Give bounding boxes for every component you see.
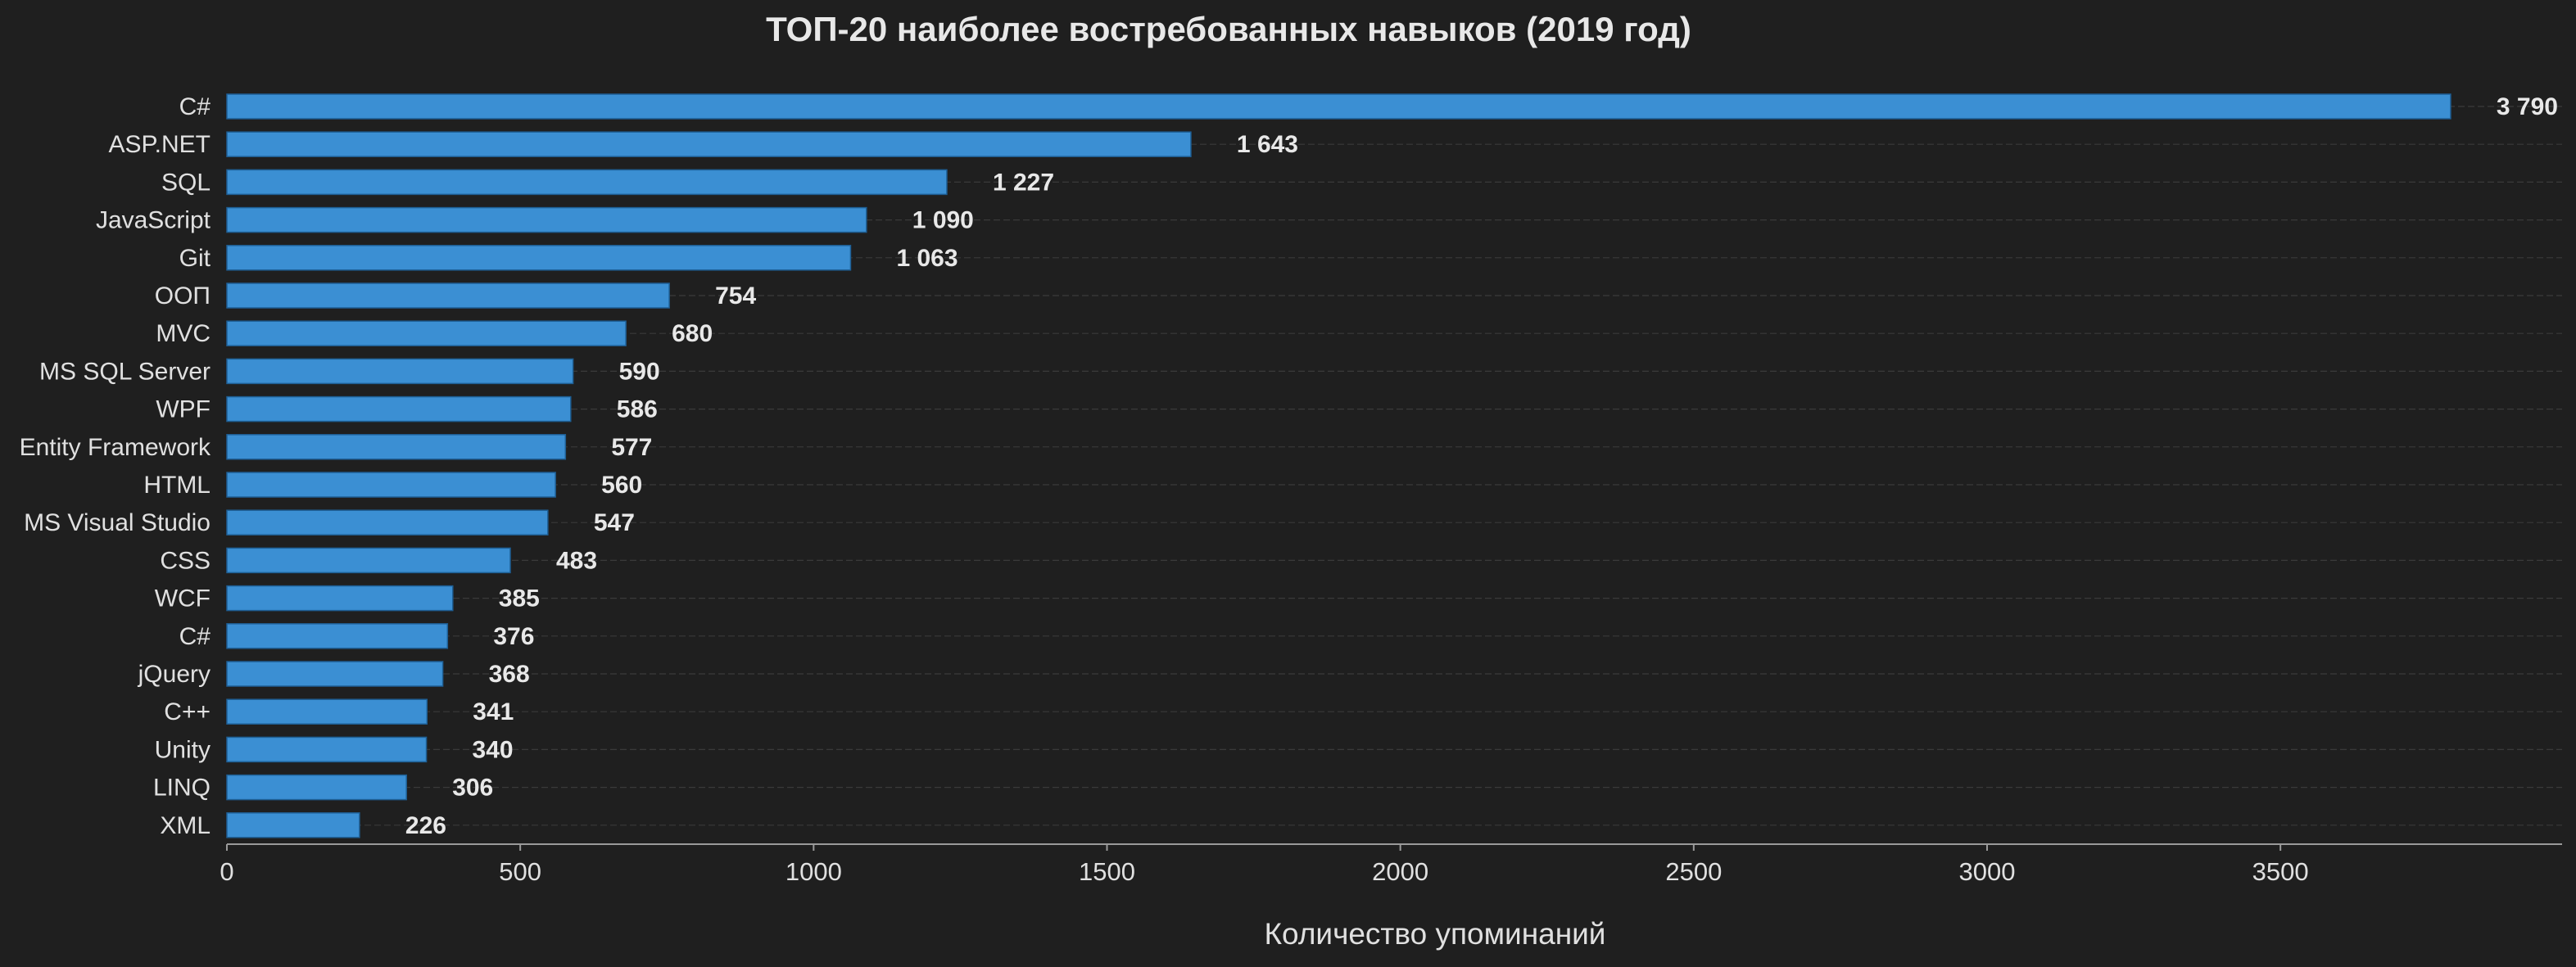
value-label-17: 341 xyxy=(473,698,514,725)
bar-5 xyxy=(226,245,852,271)
bar-11 xyxy=(226,472,556,498)
bar-20 xyxy=(226,812,360,838)
value-label-2: 1 643 xyxy=(1237,131,1298,158)
x-tick-label-2: 500 xyxy=(499,857,541,886)
value-label-7: 680 xyxy=(672,320,713,347)
value-label-6: 754 xyxy=(715,282,756,310)
value-label-5: 1 063 xyxy=(896,245,958,272)
y-tick-label-19: LINQ xyxy=(153,775,211,802)
bar-7 xyxy=(226,320,627,346)
x-tick-label-4: 1500 xyxy=(1079,857,1135,886)
value-label-12: 547 xyxy=(594,509,635,536)
bar-12 xyxy=(226,509,549,535)
value-label-19: 306 xyxy=(452,775,493,802)
y-tick-label-5: Git xyxy=(179,245,211,272)
y-tick-label-7: MVC xyxy=(156,320,211,347)
bar-14 xyxy=(226,585,454,612)
bar-13 xyxy=(226,547,511,574)
bar-3 xyxy=(226,169,948,196)
value-label-9: 586 xyxy=(617,396,658,423)
value-label-18: 340 xyxy=(473,736,514,763)
y-tick-label-12: MS Visual Studio xyxy=(24,509,211,536)
x-tick-label-8: 3500 xyxy=(2252,857,2309,886)
bar-8 xyxy=(226,358,574,385)
y-tick-label-4: JavaScript xyxy=(96,207,211,234)
bar-15 xyxy=(226,623,449,649)
bar-9 xyxy=(226,395,572,422)
y-tick-label-9: WPF xyxy=(156,396,211,423)
value-label-1: 3 790 xyxy=(2497,93,2558,120)
bar-2 xyxy=(226,131,1192,157)
value-label-14: 385 xyxy=(499,585,540,612)
value-label-13: 483 xyxy=(556,547,597,574)
y-tick-label-15: C# xyxy=(179,623,211,650)
y-tick-label-18: Unity xyxy=(155,736,211,763)
x-axis-label: Количество упоминаний xyxy=(1265,917,1606,951)
x-tick-labels: 0 500 1000 1500 2000 2500 3000 3500 xyxy=(220,844,2309,886)
y-tick-label-3: SQL xyxy=(161,169,211,196)
y-tick-label-13: CSS xyxy=(160,547,211,574)
x-tick-label-3: 1000 xyxy=(785,857,842,886)
y-tick-labels: C# ASP.NET SQL JavaScript Git ООП MVC MS SQL Se… xyxy=(20,93,211,839)
y-tick-label-11: HTML xyxy=(143,472,211,499)
bar-10 xyxy=(226,434,567,460)
x-tick-label-7: 3000 xyxy=(1959,857,2016,886)
bar-18 xyxy=(226,736,428,763)
bar-16 xyxy=(226,661,444,687)
chart-title: ТОП-20 наиболее востребованных навыков (… xyxy=(766,10,1691,48)
bar-6 xyxy=(226,282,670,309)
y-tick-label-14: WCF xyxy=(155,585,211,612)
value-label-8: 590 xyxy=(619,358,660,385)
value-label-4: 1 090 xyxy=(912,207,974,234)
value-label-20: 226 xyxy=(405,812,446,839)
y-tick-label-8: MS SQL Server xyxy=(39,358,211,385)
bar-4 xyxy=(226,206,867,233)
value-label-11: 560 xyxy=(601,472,642,499)
y-tick-label-16: jQuery xyxy=(138,661,211,688)
y-tick-label-17: C++ xyxy=(164,698,211,725)
y-tick-label-1: C# xyxy=(179,93,211,120)
value-label-10: 577 xyxy=(611,434,652,461)
bars xyxy=(226,93,2452,838)
y-tick-label-6: ООП xyxy=(155,282,211,310)
x-tick-label-6: 2500 xyxy=(1665,857,1722,886)
bar-1 xyxy=(226,93,2452,120)
bar-17 xyxy=(226,698,428,725)
bar-19 xyxy=(226,774,407,801)
x-tick-label-1: 0 xyxy=(220,857,233,886)
y-tick-label-20: XML xyxy=(160,812,211,839)
x-tick-label-5: 2000 xyxy=(1372,857,1428,886)
value-label-16: 368 xyxy=(489,661,530,688)
y-tick-label-10: Entity Framework xyxy=(20,434,211,461)
value-label-15: 376 xyxy=(493,623,534,650)
value-label-3: 1 227 xyxy=(993,169,1054,196)
y-tick-label-2: ASP.NET xyxy=(109,131,211,158)
